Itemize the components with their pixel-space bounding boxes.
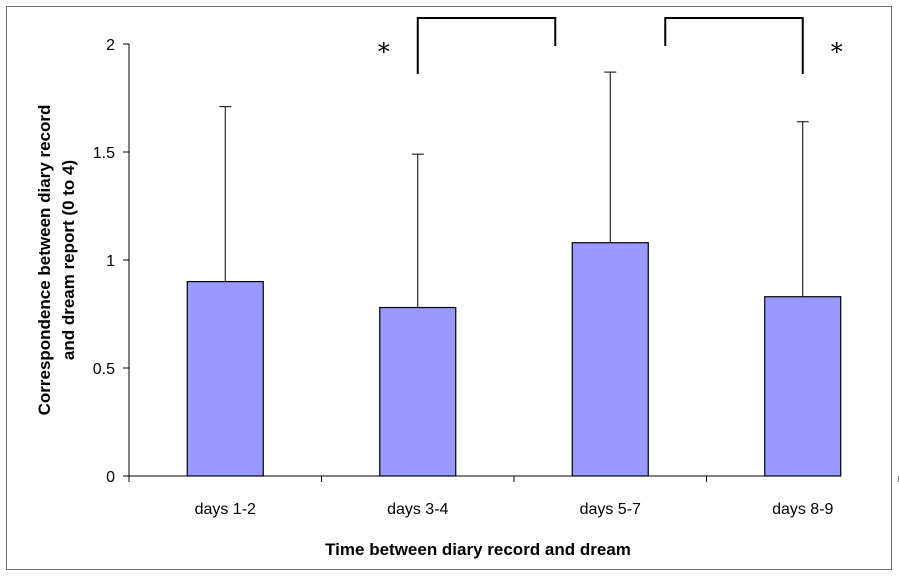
chart-frame: [6, 6, 892, 570]
bar: [764, 296, 842, 477]
bars: [186, 242, 842, 477]
x-axis: days 1-2 days 3-4 days 5-7 days 8-9: [128, 475, 899, 518]
bar: [186, 281, 264, 477]
error-bars: [219, 71, 809, 308]
bar: [571, 242, 649, 477]
significance-bracket: [664, 17, 804, 74]
y-tick-label: 0.5: [93, 361, 115, 378]
x-tick-label: days 1-2: [195, 501, 256, 518]
y-tick-label: 2: [106, 37, 115, 54]
y-axis: 0 0.5 1 1.5 2: [93, 37, 130, 486]
y-axis-title-line-2: and dream report (0 to 4): [59, 160, 78, 360]
significance-marker: *: [378, 38, 390, 66]
y-tick-label: 0: [106, 469, 115, 486]
y-tick-label: 1: [106, 253, 115, 270]
bar: [379, 306, 457, 477]
y-tick-label: 1.5: [93, 145, 115, 162]
x-tick-label: days 3-4: [387, 501, 448, 518]
x-tick-label: days 8-9: [772, 501, 833, 518]
x-axis-title: Time between diary record and dream: [325, 540, 631, 559]
y-axis-title-line-1: Correspondence between diary record: [35, 105, 54, 416]
significance-brackets: * *: [378, 17, 843, 74]
significance-marker: *: [831, 38, 843, 66]
significance-bracket: [416, 17, 557, 74]
x-tick-label: days 5-7: [580, 501, 641, 518]
